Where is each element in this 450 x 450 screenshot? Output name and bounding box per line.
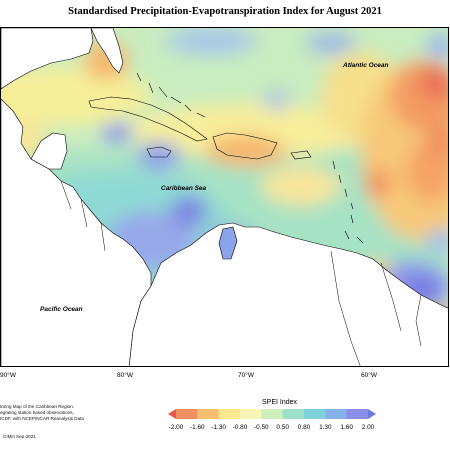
legend-swatch xyxy=(282,409,305,419)
credits-line-1: toring Map of the Caribbean Region. xyxy=(0,404,75,409)
atlantic-ocean-label: Atlantic Ocean xyxy=(343,62,389,69)
legend-tick-label: -0.50 xyxy=(254,424,269,431)
legend-tick-label: 0.50 xyxy=(276,424,289,431)
map-canvas xyxy=(1,28,448,366)
legend-swatch xyxy=(176,409,198,419)
legend-swatch xyxy=(304,409,326,419)
legend-swatch xyxy=(218,409,241,419)
credits-line-2: egrating station based observations, xyxy=(0,410,74,415)
legend-swatch xyxy=(346,409,369,419)
south-america-land xyxy=(128,222,448,366)
florida-land xyxy=(90,28,124,74)
pacific-ocean-label: Pacific Ocean xyxy=(40,306,83,313)
legend-tick-label: -0.80 xyxy=(232,424,248,431)
copyright: CIMH Sep-2021 xyxy=(3,434,36,439)
legend-swatch xyxy=(261,409,283,419)
legend-swatch xyxy=(240,409,262,419)
legend-colorbar xyxy=(168,409,376,419)
tick-60w: 60°W xyxy=(361,372,377,379)
lesser-antilles-outline xyxy=(332,160,364,244)
legend-swatch xyxy=(368,409,376,419)
lake-maracaibo xyxy=(218,226,238,260)
legend-tick-label: -2.00 xyxy=(168,424,184,431)
country-borders xyxy=(330,250,422,366)
legend-tick-label: -1.30 xyxy=(211,424,226,431)
tick-90w: 90°W xyxy=(0,372,16,379)
caribbean-sea-label: Caribbean Sea xyxy=(161,185,207,192)
tick-70w: 70°W xyxy=(238,372,254,379)
spei-map xyxy=(0,27,449,367)
map-title: Standardised Precipitation-Evapotranspir… xyxy=(68,6,382,17)
hispaniola-outline xyxy=(212,132,278,160)
credits-text: toring Map of the Caribbean Region. egra… xyxy=(0,404,84,422)
credits-line-3: ICDF, with NCEP/NCAR Reanalysis Data xyxy=(0,416,84,421)
yucatan-land xyxy=(30,132,68,170)
legend-tick-label: 1.60 xyxy=(340,424,353,431)
legend-tick-label: 0.80 xyxy=(297,424,311,431)
bahamas-outline xyxy=(136,72,206,118)
tick-80w: 80°W xyxy=(117,372,133,379)
legend-title: SPEI Index xyxy=(262,399,298,406)
legend-swatch xyxy=(197,409,219,419)
puerto-rico-outline xyxy=(290,150,312,160)
legend-swatch xyxy=(325,409,347,419)
cuba-outline xyxy=(88,96,208,142)
land-masses xyxy=(1,28,448,366)
central-america-borders xyxy=(60,180,106,252)
legend-tick-label: 1.30 xyxy=(319,424,332,431)
legend-tick-label: -1.60 xyxy=(190,424,205,431)
legend-swatch xyxy=(168,409,176,419)
north-america-land xyxy=(1,28,94,90)
jamaica-outline xyxy=(146,146,172,158)
legend-tick-label: 2.00 xyxy=(361,424,375,431)
